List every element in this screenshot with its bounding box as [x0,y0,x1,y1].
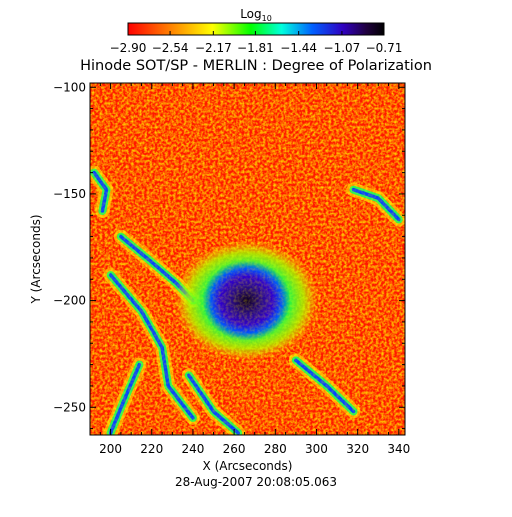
x-tick-label: 260 [223,442,246,456]
colorbar-tick-label: −0.71 [366,41,403,55]
colorbar-tick-label: −1.81 [237,41,274,55]
colorbar-title-base: Log [240,7,261,21]
x-tick-label: 320 [346,442,369,456]
x-tick-label: 340 [387,442,410,456]
chart-title: Hinode SOT/SP - MERLIN : Degree of Polar… [80,58,432,74]
x-tick-label: 200 [99,442,122,456]
x-tick-label: 300 [305,442,328,456]
colorbar-tick-label: −2.17 [195,41,232,55]
x-axis-label: X (Arcseconds) [203,459,293,473]
colorbar-tick-label: −1.07 [324,41,361,55]
y-tick-label: −250 [53,400,86,414]
plot-frame [89,82,406,436]
colorbar-tick-label: −2.54 [152,41,189,55]
y-axis-label: Y (Arcseconds) [29,214,43,304]
colorbar-tick-label: −1.44 [280,41,317,55]
colorbar-title: Log10 [240,7,272,23]
timestamp-footer: 28-Aug-2007 20:08:05.063 [175,475,337,489]
colorbar-title-sub: 10 [262,14,272,23]
y-axis: −250 −200 −150 −100 [53,80,405,430]
colorbar-tick-label: −2.90 [110,41,147,55]
y-tick-label: −100 [53,80,86,94]
x-axis: 200 220 240 260 280 300 320 340 [89,83,410,456]
y-tick-label: −200 [53,294,86,308]
x-tick-label: 280 [264,442,287,456]
map-texture-overlay [90,83,405,435]
x-tick-label: 240 [181,442,204,456]
polarization-map [90,83,405,435]
x-tick-label: 220 [140,442,163,456]
y-tick-label: −150 [53,187,86,201]
colorbar-ticks: −2.90 −2.54 −2.17 −1.81 −1.44 −1.07 −0.71 [110,31,403,55]
colorbar [127,22,385,36]
